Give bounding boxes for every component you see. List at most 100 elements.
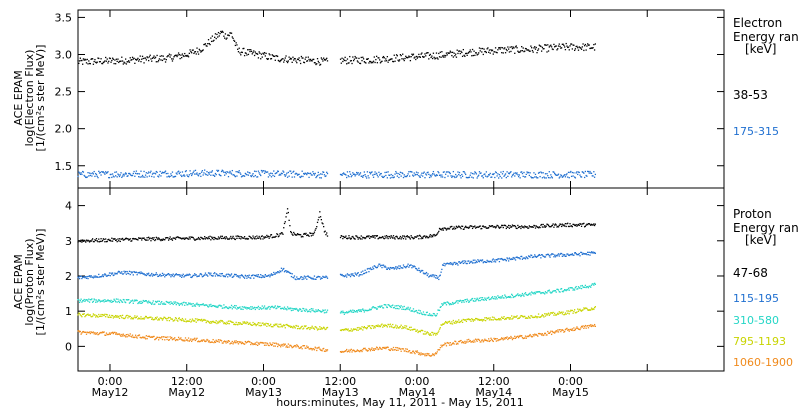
data-point (220, 305, 223, 307)
data-point (432, 353, 435, 356)
data-point (517, 317, 520, 319)
data-point (461, 225, 464, 228)
data-point (99, 61, 101, 63)
data-point (151, 272, 153, 275)
data-point (265, 171, 267, 173)
data-point (109, 57, 111, 60)
data-point (583, 286, 585, 289)
data-point (277, 271, 280, 273)
data-point (145, 335, 148, 337)
data-point (181, 339, 183, 341)
data-point (233, 174, 235, 176)
data-point (133, 238, 135, 240)
data-point (446, 171, 448, 173)
data-point (518, 174, 521, 176)
data-point (375, 55, 378, 57)
data-point (349, 349, 352, 351)
data-point (241, 175, 243, 177)
data-point (184, 238, 186, 240)
data-point (365, 327, 367, 329)
data-point (450, 323, 452, 325)
data-point (474, 317, 477, 320)
data-point (121, 60, 124, 62)
data-point (580, 309, 582, 312)
data-point (506, 336, 508, 338)
data-point (213, 272, 215, 275)
data-point (360, 235, 362, 237)
data-point (156, 54, 158, 57)
data-point (583, 326, 586, 328)
data-point (260, 342, 263, 344)
data-point (387, 267, 389, 269)
data-point (464, 299, 466, 301)
data-point (235, 321, 237, 324)
data-point (124, 336, 127, 338)
data-point (161, 319, 164, 321)
data-point (483, 299, 485, 301)
data-point (210, 322, 213, 324)
data-point (397, 304, 399, 307)
data-point (471, 318, 473, 320)
data-point (530, 45, 532, 47)
data-point (537, 291, 540, 293)
data-point (499, 226, 501, 229)
data-point (594, 43, 597, 45)
data-point (165, 172, 167, 175)
data-point (293, 170, 295, 172)
data-point (200, 171, 203, 173)
data-point (356, 327, 359, 329)
data-point (228, 306, 230, 308)
data-point (424, 53, 426, 55)
data-point (311, 309, 313, 312)
data-point (128, 272, 130, 275)
data-point (177, 274, 180, 276)
data-point (179, 171, 181, 174)
data-point (128, 60, 130, 62)
data-point (178, 338, 181, 340)
data-point (512, 256, 514, 259)
data-point (321, 310, 323, 313)
data-point (379, 347, 382, 349)
data-point (482, 177, 484, 179)
data-point (144, 317, 146, 319)
data-point (120, 172, 122, 174)
data-point (494, 337, 497, 340)
data-point (164, 317, 167, 320)
data-point (383, 303, 385, 306)
data-point (433, 332, 435, 335)
data-point (449, 262, 451, 264)
data-point (529, 226, 531, 228)
data-point (373, 325, 375, 328)
data-point (527, 257, 529, 260)
data-point (517, 175, 520, 178)
data-point (118, 270, 120, 273)
data-point (215, 273, 217, 275)
data-point (157, 59, 160, 62)
data-point (527, 255, 530, 257)
data-point (547, 290, 550, 292)
data-point (377, 265, 379, 267)
data-point (258, 235, 260, 238)
data-point (306, 327, 309, 330)
data-point (270, 325, 273, 328)
data-point (134, 299, 136, 301)
data-point (545, 313, 547, 315)
data-point (212, 304, 214, 307)
data-point (461, 51, 463, 54)
data-point (241, 306, 243, 308)
data-point (385, 266, 387, 268)
data-point (539, 291, 541, 293)
data-point (356, 60, 359, 62)
data-point (454, 261, 456, 264)
data-point (227, 276, 229, 278)
data-point (356, 236, 359, 238)
data-point (179, 275, 181, 278)
data-point (522, 294, 524, 296)
data-point (389, 177, 392, 179)
data-point (98, 238, 100, 240)
data-point (308, 176, 310, 179)
data-point (511, 176, 513, 178)
data-point (148, 171, 150, 173)
data-point (406, 57, 408, 59)
electron-legend-header-3: [keV] (745, 42, 776, 56)
